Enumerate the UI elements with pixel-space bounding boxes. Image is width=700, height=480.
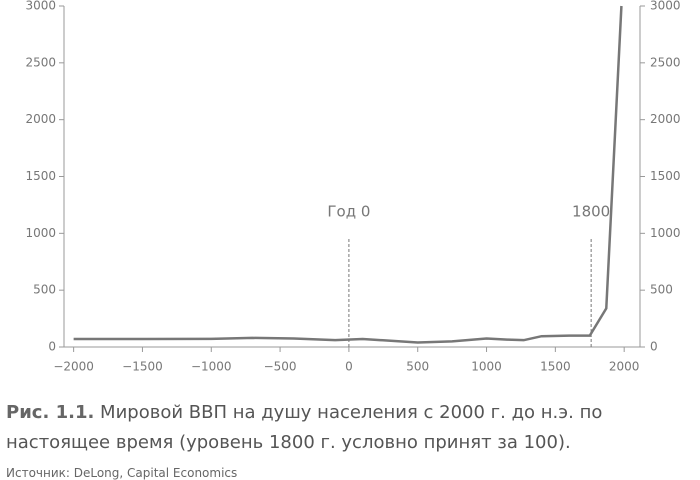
y-tick-label: 500 bbox=[33, 283, 56, 297]
x-tick-label: −500 bbox=[264, 360, 297, 374]
y-tick-label: 2500 bbox=[25, 55, 56, 69]
y-tick-label: 2000 bbox=[25, 112, 56, 126]
x-tick-label: 500 bbox=[406, 360, 429, 374]
x-tick-label: 1000 bbox=[471, 360, 502, 374]
y-tick-label: 1000 bbox=[25, 226, 56, 240]
source: Источник: DeLong, Capital Economics bbox=[6, 466, 238, 480]
x-tick-label: −1500 bbox=[122, 360, 163, 374]
annotation-label: 1800 bbox=[572, 203, 610, 221]
x-tick-label: 0 bbox=[345, 360, 353, 374]
y2-tick-label: 2000 bbox=[650, 112, 681, 126]
y2-tick-label: 3000 bbox=[650, 0, 681, 13]
y2-tick-label: 0 bbox=[650, 340, 658, 354]
y2-tick-label: 1500 bbox=[650, 169, 681, 183]
caption: Рис. 1.1. Мировой ВВП на душу населения … bbox=[6, 398, 700, 460]
caption-label: Рис. 1.1. bbox=[6, 402, 95, 423]
y2-tick-label: 500 bbox=[650, 283, 673, 297]
x-tick-label: 2000 bbox=[609, 360, 640, 374]
y2-tick-label: 2500 bbox=[650, 55, 681, 69]
y-tick-label: 1500 bbox=[25, 169, 56, 183]
chart: 0 500 1000 1500 2000 2500 3000 0 500 1000 1500 2000… bbox=[25, 0, 681, 374]
x-tick-label: 1500 bbox=[540, 360, 571, 374]
caption-text: Мировой ВВП на душу населения с 2000 г. … bbox=[6, 402, 603, 453]
x-tick-label: −2000 bbox=[53, 360, 94, 374]
y-tick-label: 3000 bbox=[25, 0, 56, 13]
annotation-label: Год 0 bbox=[327, 203, 370, 221]
y2-tick-label: 1000 bbox=[650, 226, 681, 240]
x-tick-label: −1000 bbox=[191, 360, 232, 374]
y-tick-label: 0 bbox=[48, 340, 56, 354]
line bbox=[73, 5, 623, 344]
